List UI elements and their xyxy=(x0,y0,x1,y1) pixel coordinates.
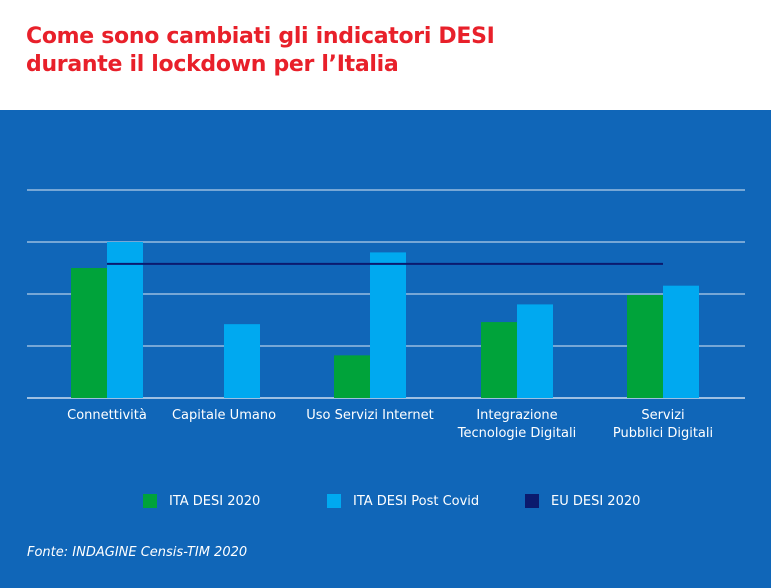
bar-ita-post-covid-0 xyxy=(107,242,143,398)
legend-label-ita-post-covid: ITA DESI Post Covid xyxy=(353,493,480,509)
bar-ita-post-covid-2 xyxy=(370,252,406,398)
bar-ita-post-covid-4 xyxy=(663,285,699,398)
legend-label-eu-2020: EU DESI 2020 xyxy=(551,493,641,509)
legend-swatch-eu-2020 xyxy=(525,494,539,508)
bar-chart: Connettività Capitale Umano Uso Servizi In… xyxy=(27,189,745,441)
category-label-4-1: Pubblici Digitali xyxy=(613,426,713,441)
category-label-0-0: Connettività xyxy=(67,408,147,423)
chart-title-line-2: durante il lockdown per l’Italia xyxy=(26,52,399,77)
category-label-3-1: Tecnologie Digitali xyxy=(457,426,576,441)
bar-ita-post-covid-3 xyxy=(517,304,553,398)
category-label-3-0: Integrazione xyxy=(476,408,557,423)
category-label-2-0: Uso Servizi Internet xyxy=(306,408,433,423)
bar-ita-2020-0 xyxy=(71,268,107,398)
chart-title-line-1: Come sono cambiati gli indicatori DESI xyxy=(26,24,495,49)
header: Come sono cambiati gli indicatori DESI d… xyxy=(0,0,771,110)
bar-ita-2020-3 xyxy=(481,322,517,398)
source-note: Fonte: INDAGINE Censis-TIM 2020 xyxy=(27,545,248,560)
category-label-4-0: Servizi xyxy=(641,408,684,423)
bar-ita-2020-2 xyxy=(334,355,370,398)
bar-ita-2020-4 xyxy=(627,295,663,398)
legend-swatch-ita-post-covid xyxy=(327,494,341,508)
legend-item-eu-2020: EU DESI 2020 xyxy=(525,492,640,510)
category-label-1-0: Capitale Umano xyxy=(172,408,276,423)
legend-swatch-ita-2020 xyxy=(143,494,157,508)
bar-ita-post-covid-1 xyxy=(224,324,260,398)
legend-item-ita-post-covid: ITA DESI Post Covid xyxy=(327,492,479,510)
chart-panel: Connettività Capitale Umano Uso Servizi In… xyxy=(0,110,771,588)
legend-label-ita-2020: ITA DESI 2020 xyxy=(169,493,261,509)
legend-item-ita-2020: ITA DESI 2020 xyxy=(143,492,260,510)
